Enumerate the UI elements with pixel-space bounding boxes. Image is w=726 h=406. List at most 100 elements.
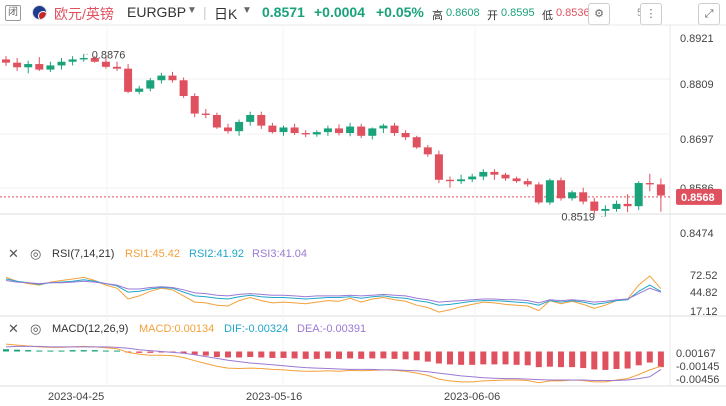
dea-value: DEA:-0.00391 bbox=[297, 323, 366, 335]
macd-bar bbox=[413, 351, 420, 361]
symbol-code[interactable]: EURGBP bbox=[127, 4, 187, 20]
candle bbox=[423, 145, 432, 157]
candle-body bbox=[612, 203, 621, 209]
candle bbox=[257, 111, 266, 129]
rsi-legend: ✕ ◎ RSI(7,14,21) RSI1:45.42 RSI2:41.92 R… bbox=[8, 247, 307, 262]
caret-down-icon[interactable]: ▼ bbox=[187, 5, 197, 16]
candle-body bbox=[368, 128, 377, 136]
macd-bar bbox=[102, 350, 109, 352]
rsi3-line bbox=[5, 280, 662, 304]
candle bbox=[390, 122, 399, 136]
close-icon[interactable]: ✕ bbox=[8, 247, 19, 262]
candle bbox=[568, 190, 577, 201]
candle-body bbox=[468, 176, 477, 180]
macd-bar bbox=[580, 351, 587, 369]
candle bbox=[468, 173, 477, 183]
candle-body bbox=[257, 114, 266, 126]
high-value: 0.8608 bbox=[446, 7, 480, 19]
candle-body bbox=[279, 127, 288, 133]
candle-body bbox=[168, 75, 177, 81]
last-price: 0.8571 bbox=[262, 4, 305, 20]
candle bbox=[168, 71, 177, 83]
dif-line bbox=[5, 343, 662, 384]
candle bbox=[523, 178, 532, 187]
candle bbox=[124, 64, 133, 94]
candle-body bbox=[101, 61, 110, 67]
period-caret-down-icon[interactable]: ▼ bbox=[242, 5, 252, 16]
macd-bar bbox=[424, 351, 431, 362]
candle-body bbox=[401, 133, 410, 138]
candle bbox=[268, 122, 277, 134]
macd-bar bbox=[347, 351, 354, 359]
macd-bar bbox=[535, 351, 542, 368]
candle-body bbox=[568, 192, 577, 199]
candle-body bbox=[534, 184, 543, 203]
price-axis-label: 0.8697 bbox=[680, 134, 714, 146]
candle-body bbox=[312, 132, 321, 135]
macd-bar bbox=[391, 351, 398, 359]
candle bbox=[135, 85, 144, 95]
candle bbox=[579, 187, 588, 205]
macd-bar bbox=[324, 351, 331, 359]
candle-body bbox=[13, 62, 22, 68]
symbol-cn[interactable]: 欧元/英镑 bbox=[54, 6, 114, 22]
candle-body bbox=[379, 125, 388, 129]
candle-body bbox=[512, 178, 521, 182]
macd-bar bbox=[180, 351, 187, 354]
candle-body bbox=[323, 128, 332, 133]
candle bbox=[113, 61, 121, 71]
candle bbox=[490, 169, 499, 180]
candle bbox=[479, 169, 488, 181]
candle-body bbox=[346, 126, 355, 134]
macd-bar bbox=[269, 351, 276, 358]
dif-value: DIF:-0.00324 bbox=[224, 323, 288, 335]
macd-bar bbox=[546, 351, 553, 367]
macd-bar bbox=[47, 350, 54, 352]
candle-body bbox=[479, 171, 488, 177]
macd-bar bbox=[202, 351, 209, 356]
period-selector[interactable]: 日K bbox=[214, 6, 238, 22]
candle bbox=[301, 130, 310, 138]
divider: | bbox=[203, 4, 207, 20]
rsi-axis-label: 44.82 bbox=[690, 287, 718, 299]
macd-bar bbox=[247, 351, 254, 358]
candle-body bbox=[434, 154, 443, 180]
candle-body bbox=[457, 179, 466, 182]
macd-bar bbox=[291, 351, 298, 359]
candle-body bbox=[412, 137, 421, 148]
candle-body bbox=[290, 127, 299, 134]
settings-eye-icon[interactable]: ◎ bbox=[30, 247, 41, 262]
candle-body bbox=[57, 61, 66, 66]
price-axis-label: 0.8921 bbox=[680, 33, 714, 45]
settings-eye-icon[interactable]: ◎ bbox=[30, 322, 41, 337]
candle-body bbox=[523, 181, 532, 185]
candle-body bbox=[157, 75, 166, 81]
macd-axis-label: 0.00167 bbox=[676, 348, 716, 360]
candle bbox=[235, 119, 244, 136]
macd-axis-label: -0.00145 bbox=[676, 361, 719, 373]
candle bbox=[157, 72, 166, 84]
macd-bar bbox=[258, 351, 265, 358]
rsi-label: RSI(7,14,21) bbox=[52, 248, 114, 260]
candle bbox=[35, 57, 44, 71]
macd-bar bbox=[58, 350, 65, 352]
candle bbox=[656, 178, 665, 212]
macd-bar bbox=[336, 351, 342, 359]
candle bbox=[2, 56, 10, 66]
rsi-axis-label: 17.12 bbox=[690, 306, 718, 318]
close-icon[interactable]: ✕ bbox=[8, 322, 19, 337]
candle-body bbox=[645, 183, 654, 185]
macd-bar bbox=[380, 351, 387, 359]
macd-bar bbox=[469, 351, 476, 365]
macd-bar bbox=[313, 351, 320, 359]
price-axis-label: 0.8809 bbox=[680, 79, 714, 91]
rsi-axis: 72.52 44.82 17.12 bbox=[690, 270, 718, 318]
macd-axis: 0.00167 -0.00145 -0.00456 bbox=[676, 348, 719, 386]
open-value: 0.8595 bbox=[501, 7, 535, 19]
candle bbox=[501, 172, 510, 181]
candle bbox=[446, 176, 454, 188]
candle bbox=[101, 57, 110, 69]
macd-bar bbox=[447, 351, 453, 365]
candle bbox=[190, 93, 199, 118]
